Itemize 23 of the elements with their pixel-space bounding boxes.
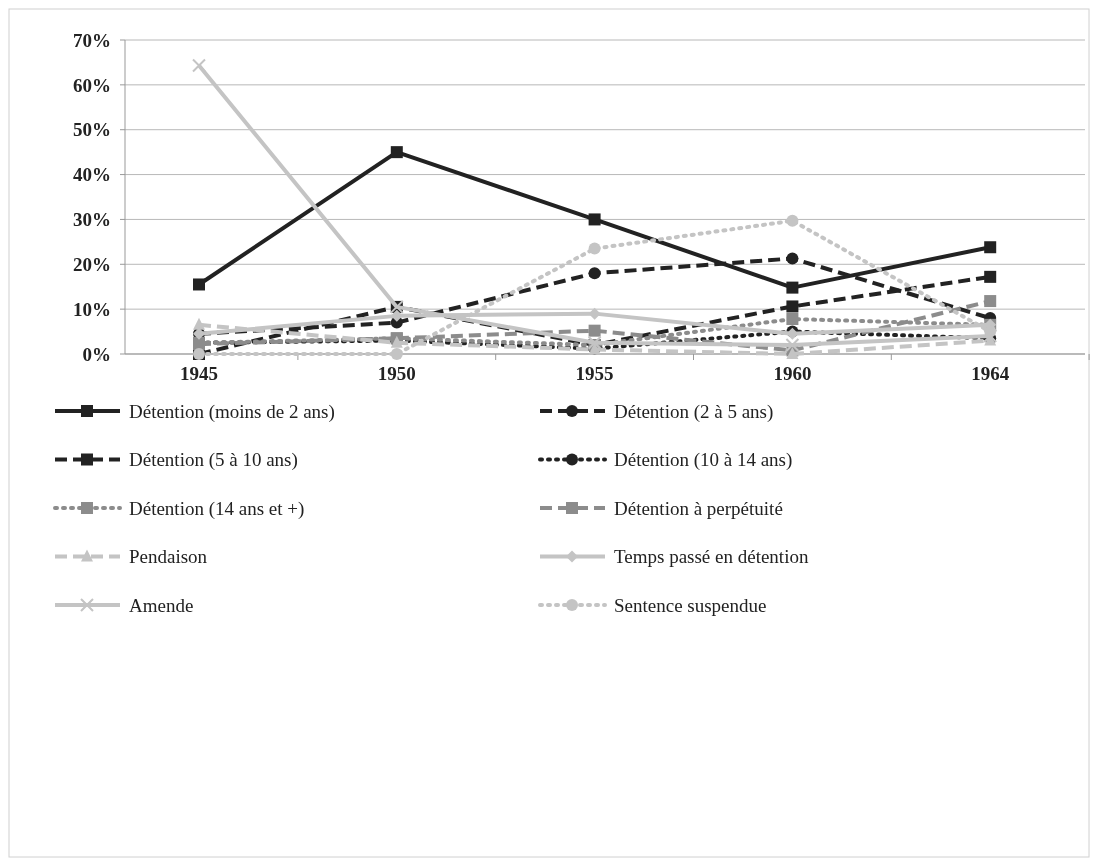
legend-label: Détention (14 ans et +)	[129, 497, 305, 520]
legend-label: Détention (moins de 2 ans)	[129, 400, 335, 423]
legend-label: Amende	[129, 594, 194, 616]
x-tick-label: 1945	[180, 363, 218, 384]
y-tick-label: 50%	[73, 119, 111, 141]
y-tick-label: 20%	[73, 253, 111, 275]
y-tick-label: 70%	[73, 29, 111, 51]
x-tick-label: 1964	[971, 363, 1010, 384]
legend-label: Temps passé en détention	[614, 546, 809, 568]
y-tick-label: 0%	[82, 343, 111, 365]
x-tick-label: 1960	[773, 363, 812, 384]
legend-label: Détention à perpétuité	[614, 497, 783, 519]
x-tick-label: 1950	[377, 363, 416, 384]
legend-label: Détention (2 à 5 ans)	[614, 400, 774, 423]
x-tick-label: 1955	[575, 363, 614, 384]
y-tick-label: 60%	[73, 74, 111, 96]
legend-label: Détention (10 à 14 ans)	[614, 449, 793, 472]
y-tick-label: 40%	[73, 164, 111, 186]
y-tick-label: 10%	[73, 298, 111, 320]
legend-label: Sentence suspendue	[614, 594, 767, 616]
legend-label: Détention (5 à 10 ans)	[129, 449, 298, 472]
y-tick-label: 30%	[73, 209, 111, 231]
legend-label: Pendaison	[129, 546, 208, 568]
